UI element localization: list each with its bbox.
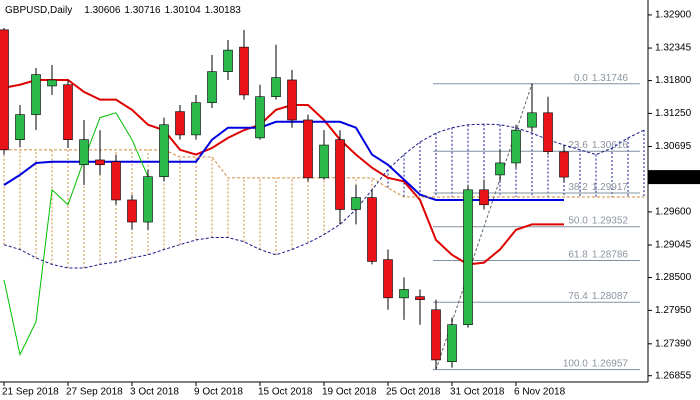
fib-label: 76.4 1.28087 [568, 291, 628, 302]
candle-body [479, 189, 489, 206]
fib-price: 1.28786 [592, 249, 629, 260]
candle-body [287, 79, 297, 121]
candle-body [63, 84, 73, 140]
fib-level: 38.2 [568, 182, 588, 193]
candle-body [127, 199, 137, 223]
y-tick-label: 1.27390 [655, 338, 692, 349]
y-tick-label: 1.32900 [655, 10, 692, 21]
fib-price: 1.31746 [592, 72, 629, 83]
x-tick-label: 3 Oct 2018 [130, 387, 179, 398]
x-tick-label: 19 Oct 2018 [322, 387, 377, 398]
candle-body [223, 49, 233, 72]
header-high: 1.30716 [124, 5, 161, 16]
candle-body [95, 159, 105, 166]
header-close: 1.30183 [205, 5, 242, 16]
y-tick-label: 1.29045 [655, 240, 692, 251]
chart-title: GBPUSD,Daily [5, 5, 72, 16]
header-low: 1.30104 [165, 5, 202, 16]
candle-body [335, 139, 345, 210]
y-tick-label: 1.28500 [655, 272, 692, 283]
fib-level: 76.4 [568, 291, 588, 302]
candle-body [367, 197, 377, 262]
candle-body [0, 29, 9, 151]
y-tick-label: 1.27950 [655, 305, 692, 316]
y-tick-label: 1.26855 [655, 370, 692, 381]
fib-level: 23.6 [568, 140, 588, 151]
chart-header: GBPUSD,Daily 1.30606 1.30716 1.30104 1.30183 [5, 5, 241, 16]
candle-body [543, 112, 553, 152]
candle-body [415, 296, 425, 300]
x-tick-label: 27 Sep 2018 [66, 387, 123, 398]
candle-body [447, 324, 457, 363]
x-tick-label: 21 Sep 2018 [2, 387, 59, 398]
fib-price: 1.26957 [592, 358, 629, 369]
candle-body [559, 151, 569, 178]
candle-body [383, 259, 393, 299]
fib-price: 1.29917 [592, 182, 629, 193]
candle-body [495, 162, 505, 176]
fib-level: 0.0 [574, 72, 588, 83]
price-marker-label: 1.30183 [655, 172, 692, 183]
fib-label: 100.0 1.26957 [563, 358, 629, 369]
fib-level: 61.8 [568, 249, 588, 260]
indicator-line [3, 112, 149, 357]
y-tick-label: 1.30695 [655, 141, 692, 152]
fib-label: 50.0 1.29352 [568, 215, 628, 226]
candle-body [463, 189, 473, 325]
fib-level: 50.0 [568, 215, 588, 226]
candle-body [111, 161, 121, 201]
y-tick-label: 1.31250 [655, 108, 692, 119]
fib-label: 61.8 1.28786 [568, 249, 628, 260]
header-open: 1.30606 [84, 5, 121, 16]
cloud-line [3, 123, 645, 269]
candle-body [143, 176, 153, 223]
candle-body [511, 129, 521, 164]
candle-body [271, 77, 281, 97]
candle-body [15, 114, 25, 140]
fib-level: 100.0 [563, 358, 588, 369]
candle-body [431, 309, 441, 361]
x-tick-label: 9 Oct 2018 [194, 387, 243, 398]
candle-body [47, 79, 57, 87]
candle-body [351, 197, 361, 210]
y-tick-label: 1.32345 [655, 43, 692, 54]
candle-body [527, 112, 537, 128]
x-tick-label: 15 Oct 2018 [258, 387, 313, 398]
fib-price: 1.30616 [592, 140, 629, 151]
x-tick-label: 25 Oct 2018 [386, 387, 441, 398]
candle-body [255, 96, 265, 139]
fib-label: 38.2 1.29917 [568, 182, 628, 193]
x-tick-label: 31 Oct 2018 [450, 387, 505, 398]
x-tick-label: 6 Nov 2018 [514, 387, 566, 398]
fib-label: 23.6 1.30616 [568, 140, 628, 151]
candle-body [207, 71, 217, 103]
y-tick-label: 1.31800 [655, 75, 692, 86]
candle-body [79, 139, 89, 166]
candle-body [319, 144, 329, 179]
fib-price: 1.29352 [592, 215, 629, 226]
candle-body [191, 102, 201, 136]
candle-body [175, 111, 185, 136]
price-marker [648, 170, 700, 185]
indicator-line [3, 78, 564, 266]
candle-body [159, 124, 169, 177]
candle-body [239, 46, 249, 96]
fib-label: 0.0 1.31746 [574, 72, 628, 83]
candle-body [303, 119, 313, 179]
y-tick-label: 1.29600 [655, 207, 692, 218]
candle-body [399, 289, 409, 299]
fib-price: 1.28087 [592, 291, 629, 302]
candle-body [31, 74, 41, 115]
